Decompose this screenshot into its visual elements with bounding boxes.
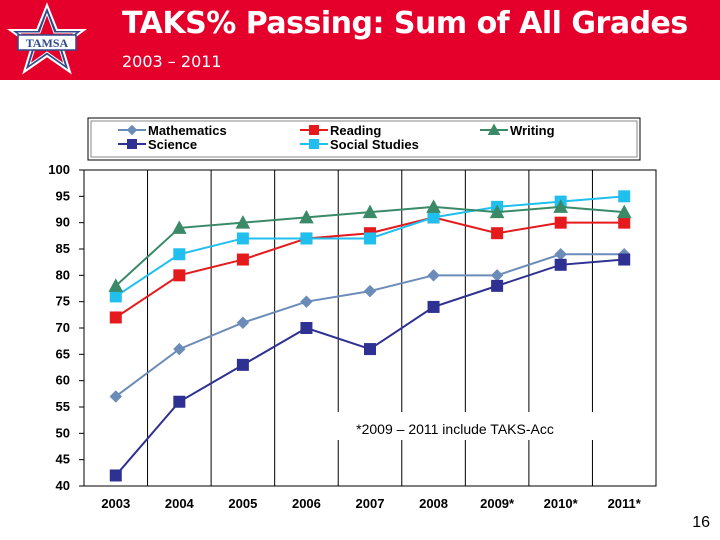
page-subtitle: 2003 – 2011 [122, 52, 222, 71]
page-number: 16 [692, 514, 710, 531]
legend-item-mathematics: Mathematics [118, 123, 227, 138]
data-point-writing [108, 278, 124, 292]
data-point-writing [489, 204, 505, 219]
x-tick-label: 2008 [419, 496, 448, 511]
y-tick-label: 95 [56, 188, 70, 203]
data-point-reading [173, 269, 186, 282]
data-point-science [109, 469, 122, 482]
y-tick-label: 90 [56, 215, 70, 230]
data-point-social-studies [364, 232, 376, 245]
data-point-social-studies [109, 290, 122, 303]
title-banner: TAMSA TAKS% Passing: Sum of All Grades 2… [0, 0, 720, 80]
y-axis: 100 95 90 85 80 75 70 65 60 55 50 45 40 [48, 162, 84, 493]
y-tick-label: 40 [56, 478, 70, 493]
legend-label: Mathematics [148, 123, 227, 138]
data-point-social-studies [173, 248, 186, 261]
data-point-social-studies [618, 190, 631, 203]
data-point-writing [616, 204, 632, 219]
data-point-science [300, 322, 313, 334]
y-tick-label: 80 [56, 267, 70, 282]
data-point-mathematics [427, 269, 440, 282]
y-tick-label: 75 [56, 294, 70, 309]
data-point-science [618, 253, 631, 266]
data-point-reading [236, 253, 249, 266]
data-point-mathematics [236, 316, 250, 329]
legend-marker [309, 139, 319, 149]
x-tick-label: 2004 [165, 496, 195, 511]
y-tick-label: 65 [56, 346, 70, 361]
data-point-writing [299, 209, 314, 224]
page-title: TAKS% Passing: Sum of All Grades [122, 6, 688, 41]
x-tick-label: 2010* [544, 496, 579, 511]
legend-item-writing: Writing [480, 123, 555, 138]
legend-item-reading: Reading [300, 123, 381, 138]
annotation-text: *2009 – 2011 include TAKS-Acc [356, 421, 554, 437]
series-writing [108, 199, 632, 292]
data-point-science [427, 300, 440, 313]
data-point-reading [109, 311, 122, 324]
data-point-writing [362, 204, 378, 219]
data-point-science [173, 395, 186, 408]
series-science [109, 253, 631, 482]
y-tick-label: 70 [56, 320, 70, 335]
legend-marker [126, 124, 138, 136]
data-point-social-studies [300, 232, 313, 245]
x-tick-label: 2011* [608, 496, 642, 511]
plot-area: 100 95 90 85 80 75 70 65 60 55 50 45 40 2003 2004 2005… [48, 162, 657, 511]
annotation-box: *2009 – 2011 include TAKS-Acc [298, 412, 608, 440]
legend-label: Reading [330, 123, 381, 138]
data-point-science [236, 358, 249, 371]
legend-label: Writing [510, 123, 555, 138]
x-tick-label: 2003 [101, 496, 130, 511]
logo-text: TAMSA [26, 36, 69, 50]
legend-marker [309, 125, 319, 135]
y-tick-label: 100 [48, 162, 70, 177]
legend-label: Social Studies [330, 137, 419, 152]
legend-marker [127, 139, 137, 149]
data-point-writing [553, 199, 569, 213]
legend-marker [487, 123, 501, 135]
data-point-mathematics [173, 342, 186, 356]
data-point-reading [618, 216, 631, 229]
data-point-writing [171, 220, 187, 234]
y-tick-label: 50 [56, 425, 70, 440]
data-point-mathematics [109, 390, 122, 403]
x-tick-label: 2007 [356, 496, 385, 511]
data-point-writing [235, 215, 251, 229]
data-point-mathematics [300, 295, 313, 308]
x-axis: 2003 2004 2005 2006 2007 2008 2009* 2010* 2011* [101, 496, 641, 511]
data-point-social-studies [427, 211, 440, 224]
data-point-science [554, 258, 567, 271]
data-point-science [364, 343, 376, 356]
legend-label: Science [148, 137, 197, 152]
data-point-social-studies [236, 232, 249, 245]
y-tick-label: 60 [56, 373, 70, 388]
x-tick-label: 2005 [228, 496, 257, 511]
legend-item-science: Science [118, 137, 197, 152]
data-point-mathematics [363, 284, 377, 298]
y-tick-label: 45 [56, 452, 70, 467]
data-point-reading [554, 216, 567, 229]
tamsa-star-logo-icon: TAMSA [6, 2, 88, 75]
y-tick-label: 55 [56, 399, 70, 414]
data-point-writing [426, 199, 441, 213]
x-tick-label: 2006 [292, 496, 321, 511]
y-tick-label: 85 [56, 241, 70, 256]
data-point-science [491, 279, 504, 292]
legend-item-social-studies: Social Studies [300, 137, 419, 152]
x-tick-label: 2009* [480, 496, 515, 511]
series-group [108, 190, 632, 482]
data-point-reading [491, 227, 504, 240]
